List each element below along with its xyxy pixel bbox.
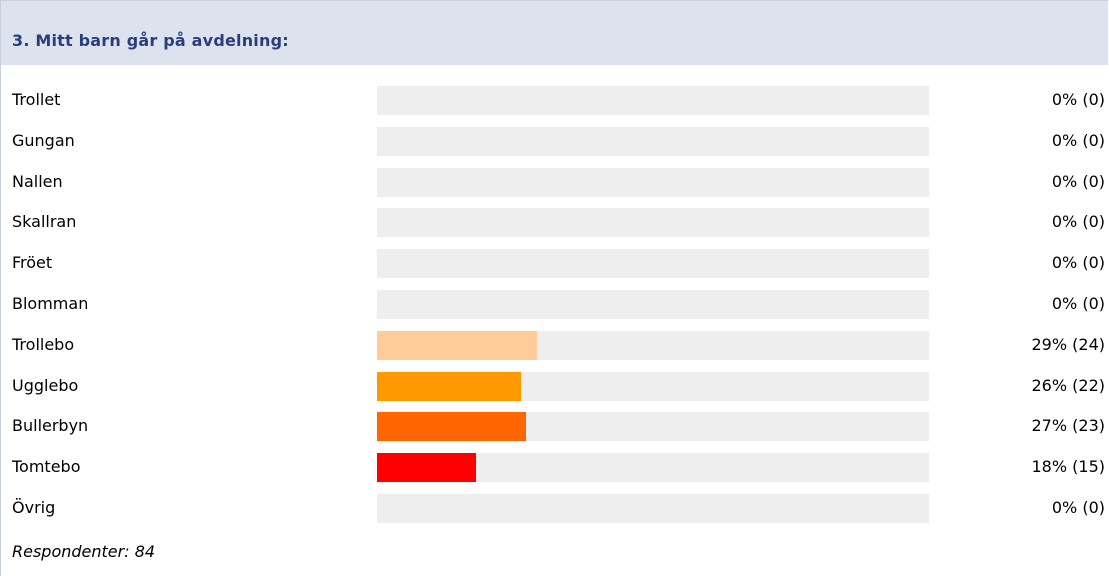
bar-label: Skallran bbox=[12, 212, 77, 231]
bar-track bbox=[377, 290, 929, 319]
bar-label: Blomman bbox=[12, 294, 89, 313]
question-header: 3. Mitt barn går på avdelning: bbox=[1, 1, 1108, 65]
bar-label: Fröet bbox=[12, 253, 53, 272]
bar-track bbox=[377, 86, 929, 115]
bar-value-label: 0% (0) bbox=[1051, 498, 1105, 517]
bar-track bbox=[377, 372, 929, 401]
bar-label: Nallen bbox=[12, 172, 63, 191]
bar-track bbox=[377, 249, 929, 278]
bar-value-label: 0% (0) bbox=[1051, 212, 1105, 231]
bar-track bbox=[377, 494, 929, 523]
bar-value-label: 27% (23) bbox=[1031, 416, 1106, 435]
bar-row: Tomtebo 18% (15) bbox=[0, 451, 1109, 482]
bar-row: Bullerbyn 27% (23) bbox=[0, 410, 1109, 441]
bar-row: Gungan 0% (0) bbox=[0, 125, 1109, 156]
bar-fill bbox=[377, 453, 476, 482]
bar-track bbox=[377, 453, 929, 482]
bar-label: Ugglebo bbox=[12, 376, 79, 395]
bar-row: Trollet 0% (0) bbox=[0, 84, 1109, 115]
bar-row: Nallen 0% (0) bbox=[0, 166, 1109, 197]
bar-row: Trollebo 29% (24) bbox=[0, 329, 1109, 360]
bar-row: Fröet 0% (0) bbox=[0, 247, 1109, 278]
bar-fill bbox=[377, 372, 521, 401]
bar-track bbox=[377, 331, 929, 360]
bar-value-label: 29% (24) bbox=[1031, 335, 1106, 354]
respondents-count: Respondenter: 84 bbox=[12, 542, 156, 561]
bar-fill bbox=[377, 412, 526, 441]
bar-value-label: 0% (0) bbox=[1051, 294, 1105, 313]
bar-track bbox=[377, 208, 929, 237]
bar-row: Övrig 0% (0) bbox=[0, 492, 1109, 523]
bar-row: Ugglebo 26% (22) bbox=[0, 370, 1109, 401]
bar-label: Övrig bbox=[12, 498, 56, 517]
bar-label: Gungan bbox=[12, 131, 75, 150]
bar-label: Trollet bbox=[12, 90, 61, 109]
bar-label: Tomtebo bbox=[12, 457, 81, 476]
bar-track bbox=[377, 168, 929, 197]
bar-track bbox=[377, 412, 929, 441]
bar-value-label: 0% (0) bbox=[1051, 172, 1105, 191]
bar-track bbox=[377, 127, 929, 156]
bar-fill bbox=[377, 331, 537, 360]
bar-value-label: 0% (0) bbox=[1051, 131, 1105, 150]
bar-value-label: 0% (0) bbox=[1051, 253, 1105, 272]
bar-row: Blomman 0% (0) bbox=[0, 288, 1109, 319]
bar-row: Skallran 0% (0) bbox=[0, 206, 1109, 237]
bar-value-label: 26% (22) bbox=[1031, 376, 1106, 395]
bar-label: Trollebo bbox=[12, 335, 75, 354]
bar-value-label: 18% (15) bbox=[1031, 457, 1106, 476]
bar-value-label: 0% (0) bbox=[1051, 90, 1105, 109]
bar-label: Bullerbyn bbox=[12, 416, 89, 435]
question-title: 3. Mitt barn går på avdelning: bbox=[12, 31, 289, 50]
